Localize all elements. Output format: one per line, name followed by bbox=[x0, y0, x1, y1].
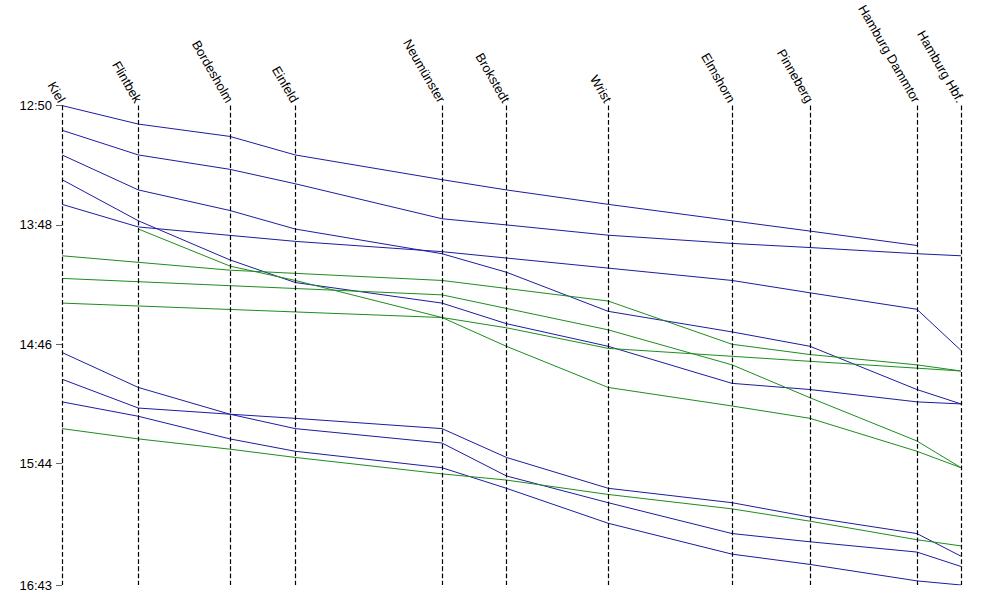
svg-text:Wrist: Wrist bbox=[587, 72, 615, 105]
svg-text:14:46: 14:46 bbox=[19, 337, 52, 352]
svg-text:Pinneberg: Pinneberg bbox=[774, 47, 817, 106]
svg-text:Hamburg Hbf.: Hamburg Hbf. bbox=[914, 28, 967, 105]
svg-text:Einfeld: Einfeld bbox=[269, 63, 302, 105]
svg-text:Brokstedt: Brokstedt bbox=[472, 50, 513, 105]
svg-text:Neumünster: Neumünster bbox=[400, 37, 449, 106]
svg-text:Flintbek: Flintbek bbox=[109, 58, 145, 105]
svg-text:Hamburg Dammtor: Hamburg Dammtor bbox=[855, 2, 924, 106]
svg-text:15:44: 15:44 bbox=[19, 456, 52, 471]
svg-text:Bordesholm: Bordesholm bbox=[189, 38, 237, 106]
svg-text:12:50: 12:50 bbox=[19, 98, 52, 113]
svg-text:13:48: 13:48 bbox=[19, 217, 52, 232]
svg-text:16:43: 16:43 bbox=[19, 578, 52, 593]
svg-text:Kiel: Kiel bbox=[45, 79, 69, 105]
svg-text:Elmshorn: Elmshorn bbox=[698, 50, 738, 105]
